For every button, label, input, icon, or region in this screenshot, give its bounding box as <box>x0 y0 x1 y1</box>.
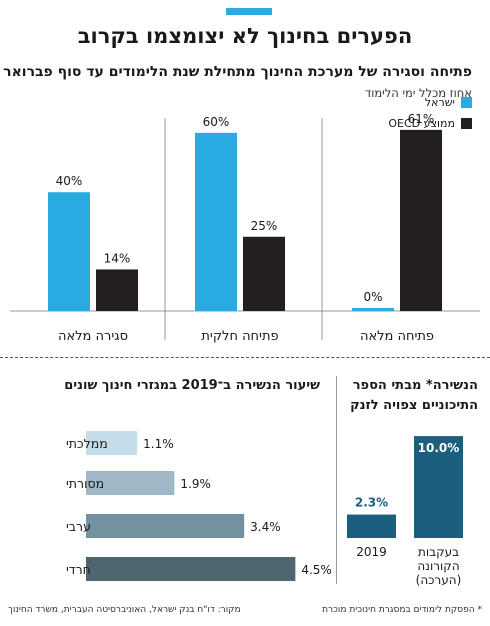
category-label: פתיחה חלקית <box>201 329 278 344</box>
dropout-forecast-title-line: התיכוניים צפויה לזנק <box>350 398 478 413</box>
sector-bar <box>86 557 296 581</box>
legend-swatch-israel <box>461 97 472 108</box>
chart-divider <box>336 376 337 584</box>
value-label: 25% <box>251 219 278 233</box>
forecast-bar <box>414 436 463 538</box>
legend-oecd: ממוצע OECD <box>388 117 472 130</box>
value-label: 40% <box>56 174 83 188</box>
footnote: * הפסקת לימודים במסגרת חינוכית מוכרת <box>322 605 482 615</box>
forecast-category-label: (הערכה) <box>416 573 462 587</box>
value-label: 60% <box>203 115 230 129</box>
dropout-forecast-title-line: הנשירה* מבתי הספר <box>352 378 478 393</box>
forecast-value-label: 2.3% <box>355 496 388 510</box>
category-label: סגירה מלאה <box>58 329 128 344</box>
bar-israel <box>48 192 90 311</box>
sector-bar <box>86 431 138 455</box>
main-title: הפערים בחינוך לא יצומצמו בקרוב <box>77 24 413 48</box>
sector-category-label: מסורתי <box>66 476 104 491</box>
sector-bar <box>86 471 175 495</box>
legend-swatch-oecd <box>461 118 472 129</box>
sector-category-label: ממלכתי <box>66 436 108 451</box>
sector-value-label: 3.4% <box>250 520 281 534</box>
value-label: 0% <box>363 290 382 304</box>
legend-israel: ישראל <box>425 96 472 109</box>
bar-oecd <box>243 236 285 311</box>
dropout-rate-by-sector-title: שיעור הנשירה ב־2019 במגזרי חינוך שונים <box>64 378 320 393</box>
value-label: 61% <box>408 112 435 126</box>
opening-closing-chart: 40% 14% סגירה מלאה 60% 25% פתיחה חלקית 0% 61% פת… <box>10 112 480 344</box>
source-line: מקור: דו"ח בנק ישראל, האוניברסיטה העברית… <box>8 605 241 615</box>
title-accent-bar <box>226 8 272 15</box>
section-divider <box>0 357 490 358</box>
sector-category-label: ערבי <box>66 519 91 534</box>
sector-value-label: 1.9% <box>180 477 211 491</box>
forecast-category-label: הקורונה <box>417 559 459 573</box>
forecast-value-label: 10.0% <box>418 441 460 455</box>
opening-chart-subtitle: פתיחה וסגירה של מערכת החינוך מתחילת שנת … <box>3 64 472 80</box>
sector-value-label: 1.1% <box>143 437 174 451</box>
opening-chart-unit-note: אחוז מכלל ימי הלימוד <box>364 86 472 100</box>
bar-israel <box>352 308 394 311</box>
category-label: פתיחה מלאה <box>360 329 434 344</box>
forecast-category-label: בעקבות <box>418 545 459 559</box>
sector-bar <box>86 514 245 538</box>
bar-oecd <box>96 269 138 311</box>
sector-category-label: חרדי <box>66 562 91 577</box>
sector-value-label: 4.5% <box>301 563 332 577</box>
bar-israel <box>195 132 237 311</box>
dropout-by-sector-chart: 1.1% ממלכתי 1.9% מסורתי 3.4% ערבי 4.5% חרדי <box>66 431 332 581</box>
value-label: 14% <box>104 251 131 265</box>
forecast-bar <box>347 514 396 538</box>
legend-label-oecd: ממוצע OECD <box>388 117 455 130</box>
bar-oecd <box>400 129 442 311</box>
dropout-forecast-title: הנשירה* מבתי הספר התיכוניים צפויה לזנק <box>350 376 478 416</box>
legend-label-israel: ישראל <box>424 96 455 109</box>
forecast-category-label: 2019 <box>356 545 387 559</box>
